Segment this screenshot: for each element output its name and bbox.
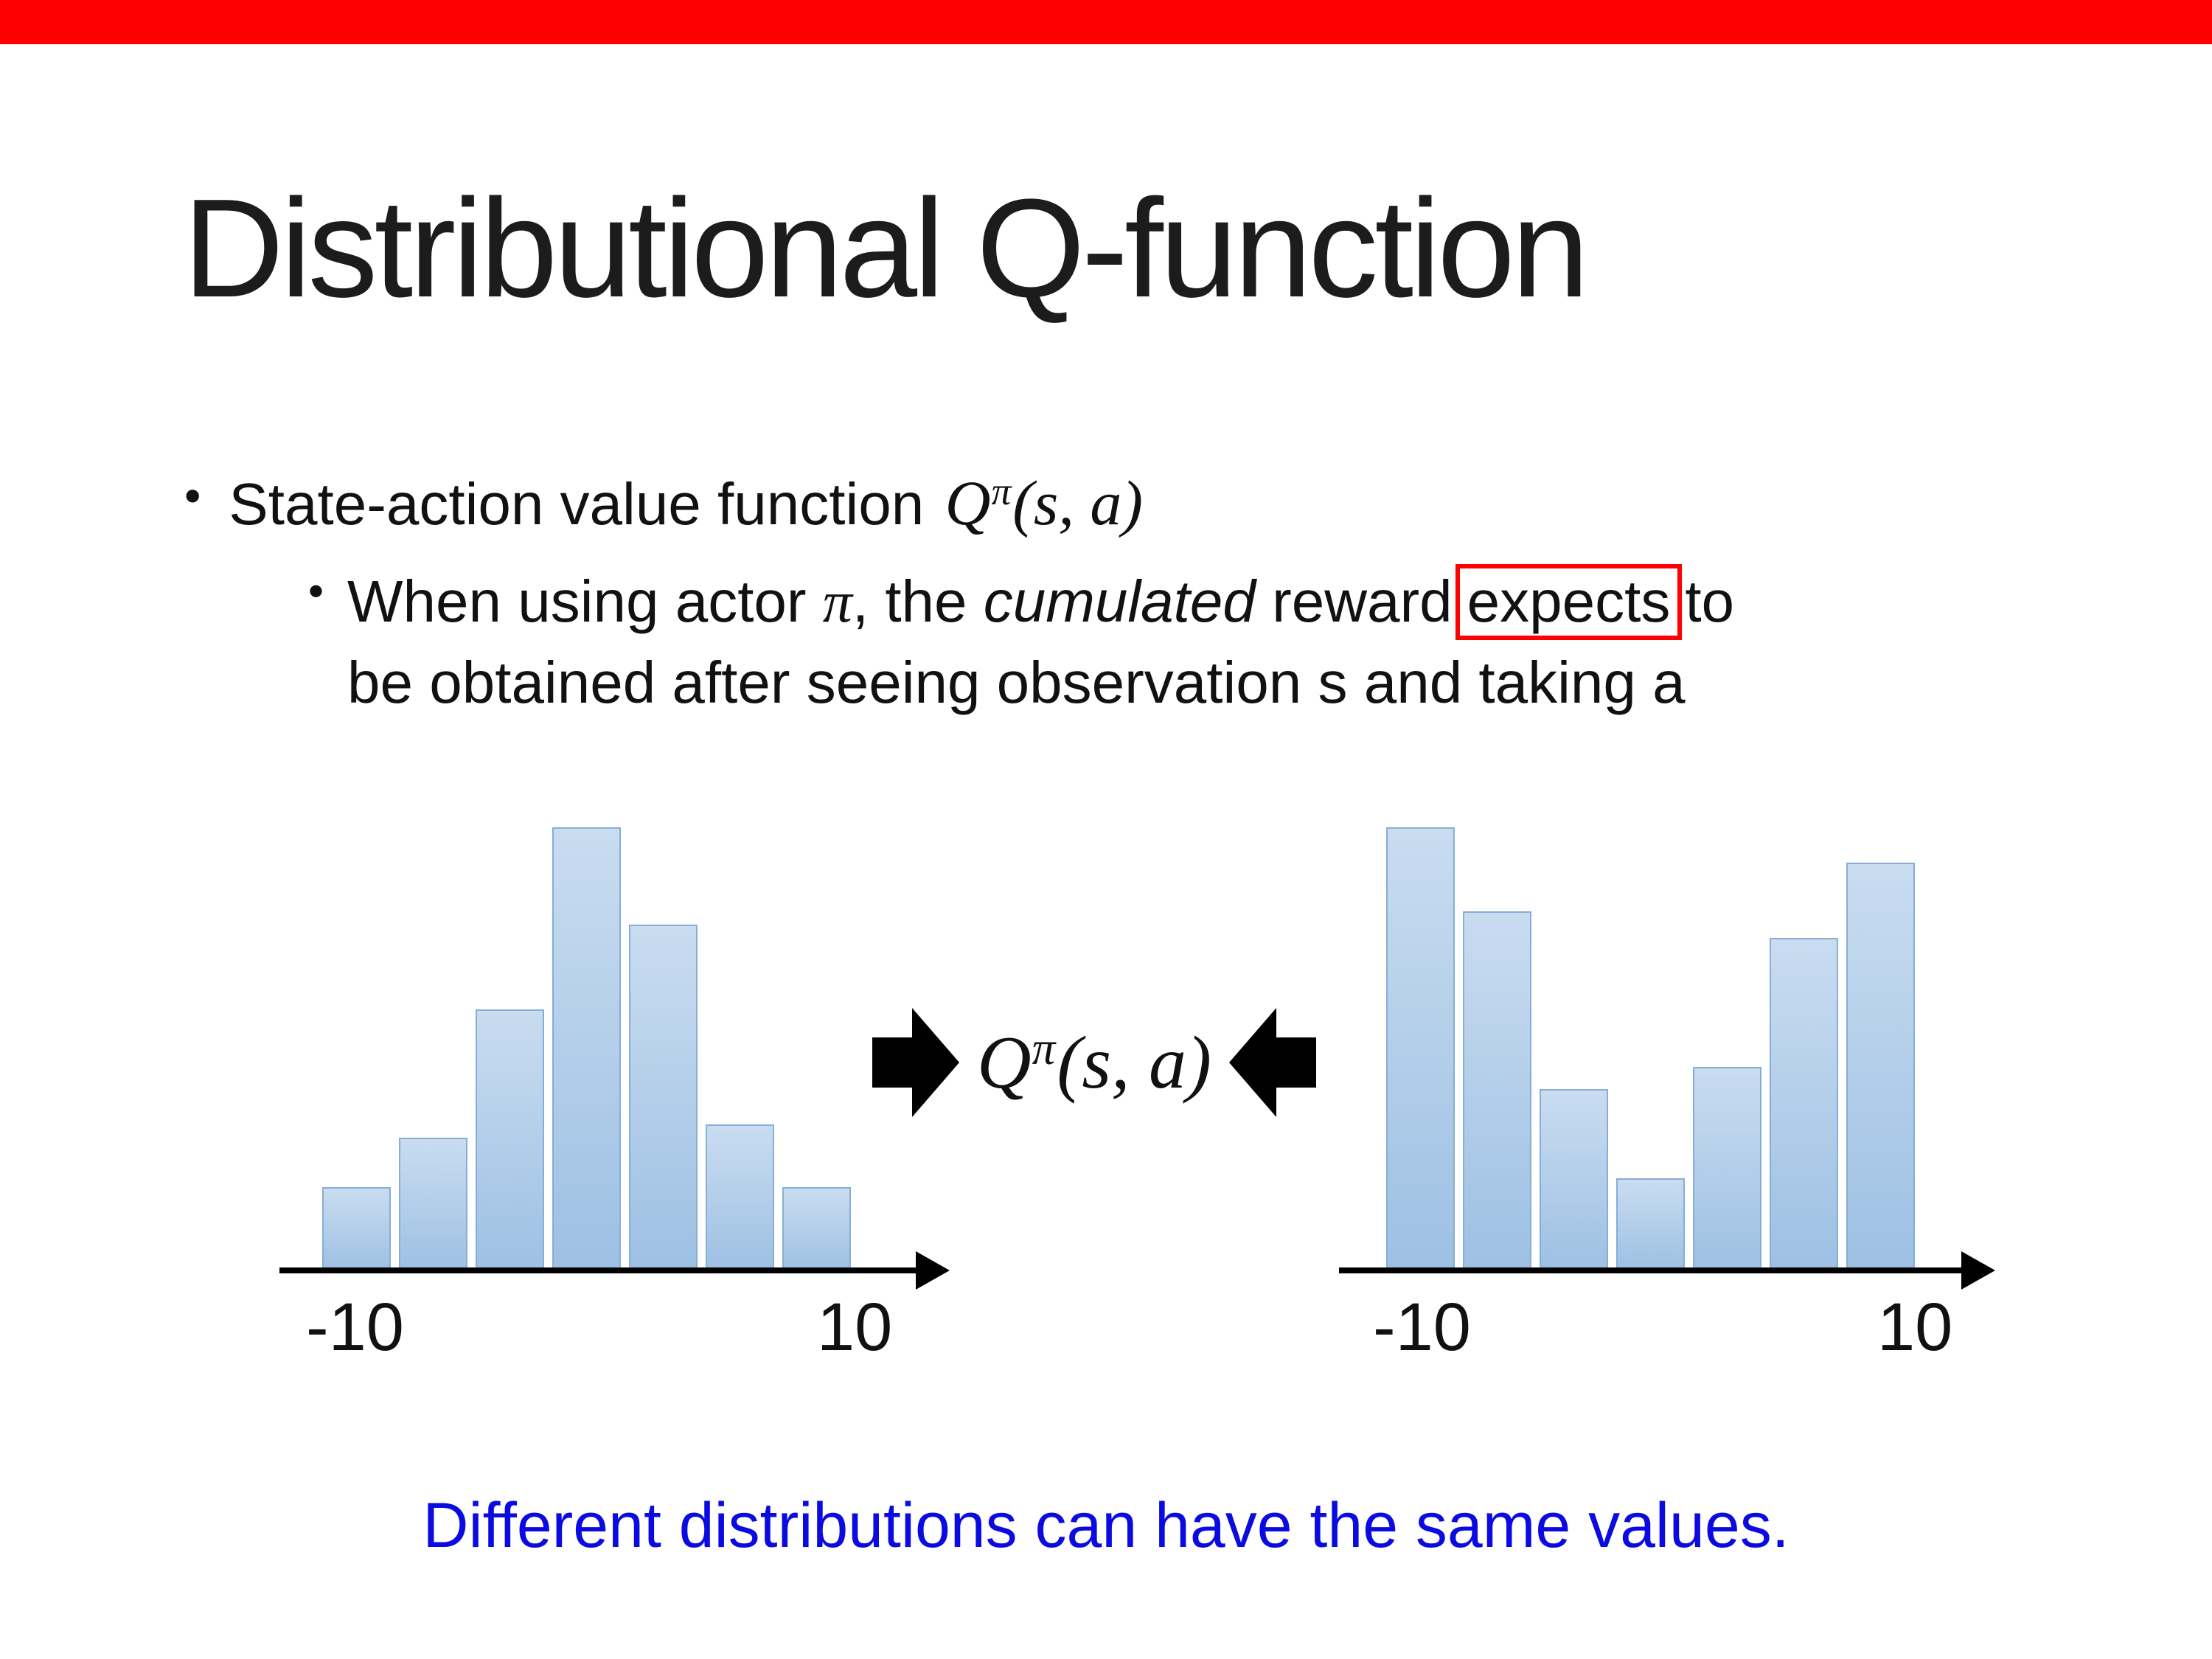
right-x-axis-line [1339, 1267, 1963, 1273]
left-axis-label-max: 10 [817, 1290, 893, 1365]
histogram-bar [782, 1187, 851, 1271]
histogram-bar [1846, 863, 1915, 1271]
right-histogram [1386, 826, 1915, 1271]
cumulated-italic: cumulated [983, 568, 1256, 634]
q-function-equality: Qπ(s, a) [872, 1001, 1316, 1124]
bullet-state-action-value: • State-action value function Qπ(s, a) [184, 466, 1143, 540]
q-args: (s, a) [1012, 467, 1144, 538]
bullet-glyph: • [308, 566, 324, 616]
histogram-bar [1463, 911, 1531, 1271]
top-banner [0, 0, 2212, 44]
left-axis-label-min: -10 [306, 1290, 404, 1365]
arrow-right-icon [872, 1008, 959, 1117]
q-symbol: Q [977, 1021, 1032, 1105]
q-args: (s, a) [1057, 1021, 1211, 1105]
histogram-bar [1540, 1089, 1608, 1271]
left-x-axis-line [279, 1267, 917, 1273]
q-function-inline: Qπ(s, a) [945, 467, 1143, 538]
right-axis-label-min: -10 [1373, 1290, 1471, 1365]
expects-highlight-box: expects [1455, 564, 1683, 640]
pi-symbol: π [822, 570, 852, 635]
slide-title: Distributional Q-function [183, 170, 1590, 327]
text-segment: , the [852, 568, 984, 634]
histogram-bar [629, 925, 698, 1271]
bullet-glyph: • [184, 469, 201, 522]
histogram-bar [399, 1138, 467, 1271]
right-axis-label-max: 10 [1877, 1290, 1953, 1365]
histogram-bar [476, 1009, 544, 1271]
histogram-bar [706, 1124, 774, 1271]
histogram-bar [552, 827, 621, 1271]
pi-superscript: π [991, 469, 1012, 514]
q-symbol: Q [945, 467, 991, 538]
text-segment: to [1685, 568, 1735, 634]
histogram-bar [1386, 827, 1455, 1271]
histogram-bar [322, 1187, 391, 1271]
histogram-bar [1616, 1178, 1685, 1271]
text-segment: When using actor [347, 568, 823, 634]
arrow-left-icon [1229, 1008, 1316, 1117]
pi-superscript: π [1032, 1023, 1056, 1075]
histogram-bar [1770, 938, 1838, 1271]
text-segment: reward [1255, 568, 1453, 634]
bullet1-text: State-action value function Qπ(s, a) [229, 466, 1143, 540]
caption: Different distributions can have the sam… [422, 1490, 1790, 1561]
bullet1-segment: State-action value function [229, 471, 941, 537]
right-x-axis-arrowhead-icon [1961, 1251, 1995, 1290]
left-x-axis-arrowhead-icon [916, 1251, 950, 1290]
left-histogram [322, 826, 851, 1271]
bullet2-text: When using actor π, the cumulated reward… [347, 562, 1734, 723]
bullet-when-using-actor: • When using actor π, the cumulated rewa… [308, 562, 1734, 723]
q-function-label: Qπ(s, a) [977, 1019, 1211, 1106]
histogram-bar [1693, 1067, 1761, 1271]
text-segment: be obtained after seeing observation s a… [347, 649, 1686, 715]
